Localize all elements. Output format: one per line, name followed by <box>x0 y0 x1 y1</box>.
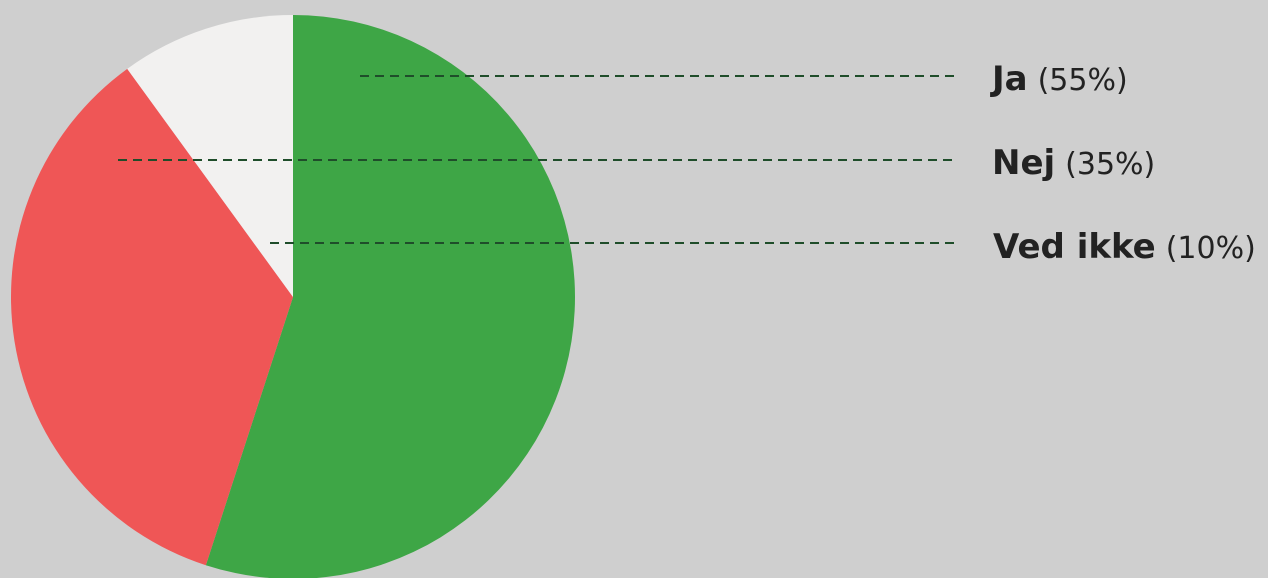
slice-label-ja: Ja (55%) <box>990 59 1128 99</box>
pie-slice-ved-ikke <box>127 15 294 297</box>
slice-label-ved-ikke: Ved ikke (10%) <box>993 227 1256 267</box>
slices-layer <box>10 15 575 578</box>
slice-label-value-ved-ikke: (10%) <box>1166 231 1256 266</box>
labels-layer: Ja (55%) Nej (35%) Ved ikke (10%) <box>990 59 1256 267</box>
pie-slice-nej <box>10 68 293 566</box>
slice-label-value-nej: (35%) <box>1065 147 1155 182</box>
slice-label-value-ja: (55%) <box>1038 63 1128 98</box>
slice-label-name-ved-ikke: Ved ikke <box>993 227 1156 267</box>
slice-label-name-ja: Ja <box>990 59 1028 99</box>
pie-slice-ja <box>205 15 575 578</box>
slice-label-nej: Nej (35%) <box>992 143 1155 183</box>
slice-label-name-nej: Nej <box>992 143 1055 183</box>
leader-lines-layer <box>118 75 958 244</box>
